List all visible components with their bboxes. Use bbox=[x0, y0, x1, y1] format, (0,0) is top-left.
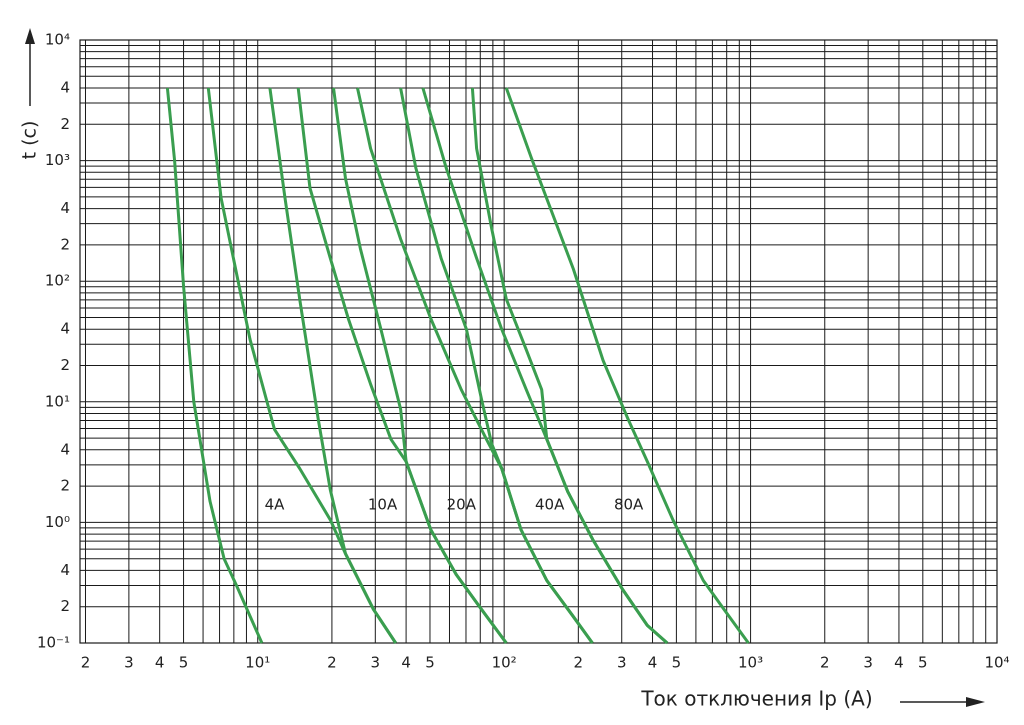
x-tick-label: 5 bbox=[179, 654, 189, 672]
x-tick-label: 5 bbox=[672, 654, 682, 672]
y-tick-label: 10⁴ bbox=[45, 31, 70, 49]
y-tick-label: 2 bbox=[60, 115, 70, 133]
x-tick-label: 2 bbox=[81, 654, 91, 672]
y-tick-label: 2 bbox=[60, 356, 70, 374]
x-tick-label: 2 bbox=[820, 654, 830, 672]
x-tick-label: 4 bbox=[648, 654, 658, 672]
y-axis-title: t (c) bbox=[19, 121, 41, 160]
y-tick-label: 10⁰ bbox=[45, 513, 70, 531]
x-tick-label: 2 bbox=[574, 654, 584, 672]
y-tick-label: 2 bbox=[60, 235, 70, 253]
x-tick-label: 10⁴ bbox=[984, 654, 1009, 672]
x-tick-label: 4 bbox=[155, 654, 165, 672]
x-tick-label: 4 bbox=[894, 654, 904, 672]
y-tick-label: 4 bbox=[60, 320, 70, 338]
y-tick-label: 2 bbox=[60, 477, 70, 495]
y-tick-label: 4 bbox=[60, 561, 70, 579]
x-tick-label: 2 bbox=[327, 654, 337, 672]
y-tick-label: 10² bbox=[45, 272, 70, 290]
y-tick-label: 10³ bbox=[45, 151, 70, 169]
x-tick-label: 10² bbox=[492, 654, 517, 672]
y-tick-label: 2 bbox=[60, 597, 70, 615]
y-tick-label: 10¹ bbox=[45, 392, 70, 410]
x-tick-label: 10¹ bbox=[245, 654, 270, 672]
x-tick-label: 5 bbox=[425, 654, 435, 672]
y-tick-label: 4 bbox=[60, 78, 70, 96]
curve-label: 40A bbox=[535, 495, 565, 513]
x-tick-label: 5 bbox=[918, 654, 928, 672]
x-tick-label: 4 bbox=[401, 654, 411, 672]
curve bbox=[399, 87, 594, 644]
curve-label: 10A bbox=[368, 495, 398, 513]
curve bbox=[470, 87, 669, 645]
x-tick-label: 3 bbox=[124, 654, 134, 672]
y-tick-label: 10⁻¹ bbox=[37, 634, 70, 652]
y-tick-label: 4 bbox=[60, 199, 70, 217]
plot-frame bbox=[79, 39, 998, 644]
y-axis-arrow-head bbox=[25, 28, 35, 44]
x-tick-label: 3 bbox=[863, 654, 873, 672]
curve bbox=[268, 87, 397, 644]
x-tick-label: 3 bbox=[371, 654, 381, 672]
x-tick-label: 10³ bbox=[738, 654, 763, 672]
curve-label: 4A bbox=[265, 495, 286, 513]
curve bbox=[332, 87, 508, 644]
y-tick-label: 4 bbox=[60, 440, 70, 458]
curve-label: 80A bbox=[614, 495, 644, 513]
x-axis-arrow-head bbox=[966, 697, 985, 707]
x-tick-label: 3 bbox=[617, 654, 627, 672]
x-axis-title: Ток отключения Ip (A) bbox=[640, 687, 872, 711]
curve-label: 20A bbox=[447, 495, 477, 513]
curve bbox=[165, 87, 264, 644]
curve bbox=[504, 87, 750, 644]
